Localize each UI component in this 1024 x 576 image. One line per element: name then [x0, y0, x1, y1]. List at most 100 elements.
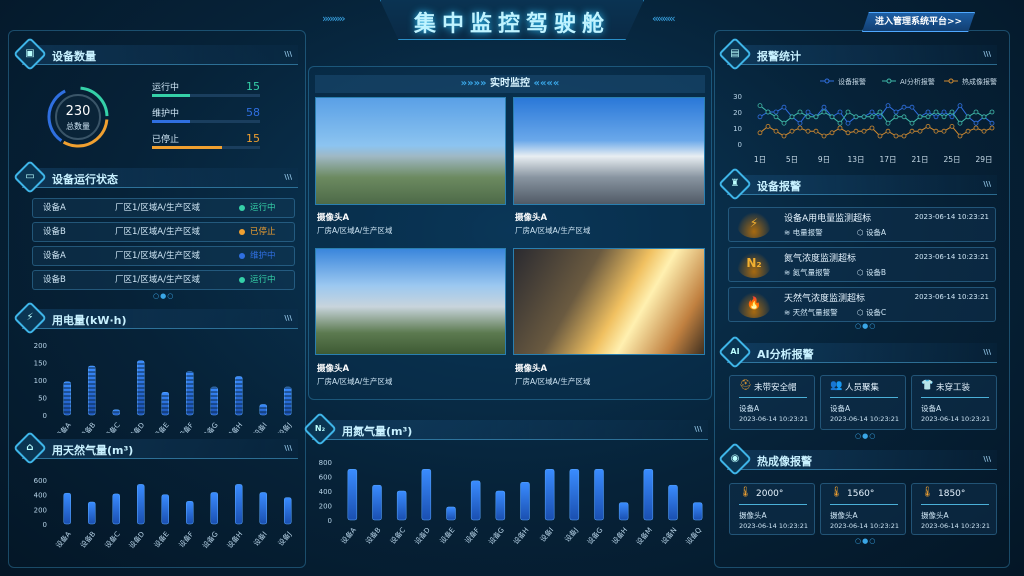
thermal-alarm-card[interactable]: 🌡 1560° 摄像头A 2023-06-14 10:23:21	[820, 483, 906, 535]
alarm-title: 氮气浓度监测超标	[784, 254, 857, 264]
x-tick-label: 设备B	[78, 529, 97, 549]
thermal-alarm-card[interactable]: 🌡 2000° 摄像头A 2023-06-14 10:23:21	[729, 483, 815, 535]
device-alarm-item[interactable]: N₂ 氮气浓度监测超标 2023-06-14 10:23:21 ≋ 氮气量报警 …	[728, 247, 996, 282]
more-icon[interactable]: \\\	[983, 348, 991, 356]
alarm-time: 2023-06-14 10:23:21	[914, 253, 989, 261]
device-alarm-item[interactable]: 🔥 天然气浓度监测超标 2023-06-14 10:23:21 ≋ 天然气量报警…	[728, 287, 996, 322]
data-point	[933, 109, 939, 115]
y-tick-label: 600	[319, 474, 332, 482]
data-point	[853, 128, 859, 134]
bar	[63, 381, 71, 416]
thermal-alarm-card[interactable]: 🌡 1850° 摄像头A 2023-06-14 10:23:21	[911, 483, 997, 535]
more-icon[interactable]: \\\	[983, 50, 991, 58]
thermal-time: 2023-06-14 10:23:21	[739, 522, 809, 530]
camera-feed-city[interactable]	[315, 248, 506, 355]
camera-location: 厂房A/区域A/生产区域	[317, 226, 393, 235]
device-name: 设备A	[43, 251, 66, 261]
stat-bar	[152, 120, 260, 123]
data-point	[837, 109, 843, 115]
bar	[186, 501, 194, 525]
camera-location: 厂房A/区域A/生产区域	[515, 377, 591, 386]
bar	[421, 469, 432, 521]
x-tick-label: 设备H	[225, 421, 244, 433]
status-row[interactable]: 设备B 厂区1/区域A/生产区域 已停止	[32, 222, 295, 242]
bar	[235, 484, 243, 525]
more-icon[interactable]: \\\	[983, 180, 991, 188]
more-icon[interactable]: \\\	[284, 50, 292, 58]
bar	[372, 484, 382, 521]
divider	[830, 504, 898, 505]
more-icon[interactable]: \\\	[284, 444, 292, 452]
more-icon[interactable]: \\\	[983, 455, 991, 463]
data-point	[813, 114, 819, 120]
data-point	[885, 103, 891, 108]
bar	[594, 469, 604, 521]
more-icon[interactable]: \\\	[284, 173, 292, 181]
left-arrows-decoration: ›››››››››	[322, 12, 346, 25]
status-dot-icon	[239, 205, 245, 211]
title-plate	[380, 0, 644, 40]
ai-alarm-label: 未带安全帽	[754, 383, 797, 393]
data-point	[797, 109, 803, 115]
alarm-type-text: 天然气量报警	[792, 308, 838, 317]
y-tick-label: 100	[34, 377, 47, 385]
bar	[137, 484, 145, 525]
status-row[interactable]: 设备B 厂区1/区域A/生产区域 运行中	[32, 270, 295, 290]
status-row[interactable]: 设备A 厂区1/区域A/生产区域 运行中	[32, 198, 295, 218]
device-status-header: ▭ 设备运行状态 \\\	[13, 160, 298, 194]
stat-bar	[152, 94, 260, 97]
alarm-type-icon: 🔥	[737, 292, 771, 318]
data-point	[901, 114, 907, 120]
stat-value: 15	[246, 132, 260, 145]
ai-alarm-label: 未穿工装	[936, 383, 971, 393]
pagination-dots[interactable]: ○●○	[153, 292, 175, 300]
panel-title: 设备运行状态	[52, 173, 118, 186]
camera-feed-chimneys[interactable]	[513, 97, 705, 205]
status-row[interactable]: 设备A 厂区1/区域A/生产区域 维护中	[32, 246, 295, 266]
stat-bar-fill	[152, 94, 190, 97]
data-point	[829, 130, 835, 136]
data-point	[893, 109, 899, 115]
data-point	[789, 128, 795, 134]
device-name: 设备B	[43, 227, 66, 237]
enter-platform-button[interactable]: 进入管理系统平台>>	[862, 12, 975, 32]
y-tick-label: 150	[34, 360, 47, 368]
data-point	[757, 130, 763, 136]
device-name: 设备B	[43, 275, 66, 285]
ai-alarm-card[interactable]: 👕 未穿工装 设备A 2023-06-14 10:23:21	[911, 375, 997, 430]
bar	[569, 469, 580, 521]
divider	[921, 397, 989, 398]
ai-alarm-card[interactable]: 👥 人员聚集 设备A 2023-06-14 10:23:21	[820, 375, 906, 430]
device-alarm-item[interactable]: ⚡ 设备A用电量监测超标 2023-06-14 10:23:21 ≋ 电量报警 …	[728, 207, 996, 242]
camera-name: 摄像头A	[317, 364, 350, 374]
bar	[284, 497, 292, 525]
x-tick-label: 5日	[786, 155, 798, 164]
device-location: 厂区1/区域A/生产区域	[115, 227, 200, 237]
more-icon[interactable]: \\\	[284, 314, 292, 322]
data-point	[973, 120, 979, 126]
x-tick-label: 设备B	[78, 420, 97, 433]
alarm-type-text: 氮气量报警	[792, 268, 831, 277]
pagination-dots[interactable]: ○●○	[855, 432, 877, 440]
more-icon[interactable]: \\\	[694, 425, 702, 433]
data-point	[909, 104, 915, 110]
page-title: 集中监控驾驶舱	[413, 12, 610, 37]
camera-feed-power-plant[interactable]	[315, 97, 506, 205]
x-tick-label: 设备F	[177, 530, 195, 550]
x-tick-label: 设备I	[538, 526, 555, 544]
data-point	[941, 114, 947, 120]
pagination-dots[interactable]: ○●○	[855, 537, 877, 545]
thermal-alarm-header: ◉ 热成像报警 \\\	[718, 442, 997, 476]
data-point	[773, 109, 779, 115]
pagination-dots[interactable]: ○●○	[855, 322, 877, 330]
panel-title: 报警统计	[757, 50, 801, 63]
data-point	[989, 109, 995, 115]
data-point	[781, 133, 787, 139]
data-point	[925, 109, 931, 115]
device-location: 厂区1/区域A/生产区域	[115, 203, 200, 213]
ai-alarm-card[interactable]: ⛑ 未带安全帽 设备A 2023-06-14 10:23:21	[729, 375, 815, 430]
data-point	[989, 120, 995, 126]
x-tick-label: 设备F	[463, 526, 481, 546]
bar	[470, 480, 481, 521]
camera-feed-welding[interactable]	[513, 248, 705, 355]
